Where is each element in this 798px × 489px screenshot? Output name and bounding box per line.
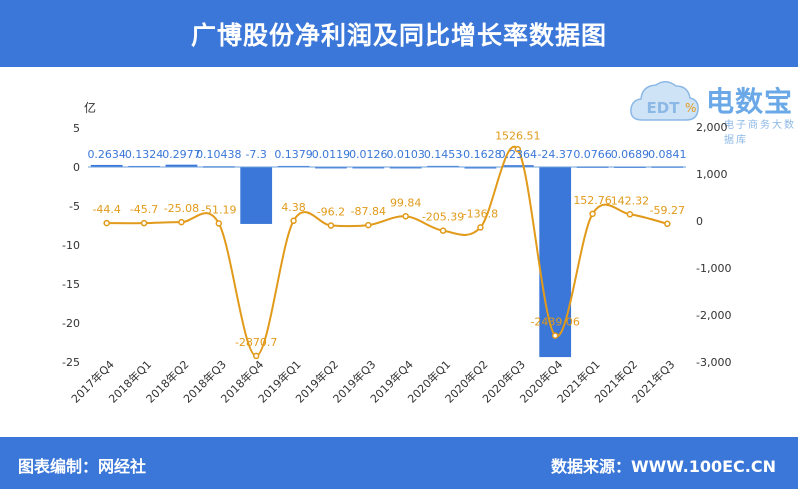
right-axis-tick: -2,000: [696, 309, 731, 322]
bar: [165, 164, 198, 167]
line-value-label: -45.7: [130, 203, 158, 216]
line-point: [589, 210, 596, 218]
line-value-label: -96.2: [317, 206, 345, 219]
line-value-label: 142.32: [611, 194, 650, 207]
bar-value-label: 0.0689: [611, 148, 650, 161]
logo-mark: EDT: [647, 99, 681, 117]
line-point: [252, 352, 260, 360]
footer-source: 数据来源：WWW.100EC.CN: [550, 457, 776, 476]
line-value-label: 99.84: [390, 196, 422, 209]
line-point: [402, 213, 409, 220]
page-title: 广博股份净利润及同比增长率数据图: [190, 20, 607, 50]
left-axis-tick: -10: [62, 239, 80, 252]
line-point: [290, 217, 297, 225]
line-point: [178, 218, 185, 226]
line-value-label: -59.27: [650, 204, 685, 217]
bar: [315, 166, 347, 169]
line-value-label: -2439.06: [530, 316, 579, 329]
right-axis-tick: 2,000: [696, 121, 728, 134]
footer-credit: 图表编制：网经社: [18, 457, 147, 476]
cloud-logo-icon: EDT: [630, 81, 699, 121]
line-point: [477, 224, 484, 231]
bar-value-label: 0.1379: [274, 148, 313, 161]
bar-value-label: 0.2977: [162, 148, 201, 161]
bar-value-label: 0.0766: [573, 148, 612, 161]
left-axis-tick: -20: [62, 317, 80, 330]
bar: [464, 167, 497, 169]
line-value-label: -87.84: [351, 205, 386, 218]
bar-value-label: 0.0119: [312, 148, 351, 161]
line-point: [215, 220, 223, 227]
line-value-label: -51.19: [201, 203, 236, 216]
bar-value-label: 0.0103: [386, 148, 425, 161]
growth-rate-line: [106, 145, 668, 357]
left-axis-tick: -25: [62, 356, 80, 369]
left-axis-tick: 5: [73, 122, 80, 135]
line-value-label: 1526.51: [495, 129, 541, 142]
line-value-label: -2870.7: [235, 336, 277, 349]
combo-chart: 亿 % 5 0 -5 -10 -15 -20 -25 2,000 1,000 0 -1,000 -2…: [62, 100, 731, 406]
left-axis-title: 亿: [84, 100, 96, 115]
line-point: [551, 332, 559, 339]
right-axis-title: %: [685, 101, 696, 115]
bar: [389, 166, 422, 169]
bar-value-label: -7.3: [245, 148, 266, 161]
right-axis-tick: -3,000: [696, 356, 731, 369]
bar: [352, 166, 385, 169]
bar: [240, 167, 273, 224]
bar-value-label: 0.1453: [424, 148, 463, 161]
bar: [90, 164, 123, 167]
bar-value-label: 0.2364: [499, 148, 538, 161]
line-value-label: -25.08: [164, 202, 199, 215]
line-point: [439, 227, 447, 234]
line-value-label: -136.8: [463, 207, 498, 220]
line-point: [626, 211, 634, 218]
bar-value-label: -24.37: [537, 148, 572, 161]
bar: [539, 167, 572, 358]
line-point: [365, 221, 372, 229]
logo-subtitle: 电子商务大数据库: [724, 120, 796, 146]
right-axis-tick: -1,000: [696, 262, 731, 275]
line-point: [140, 219, 148, 227]
line-value-label: 4.38: [281, 201, 306, 214]
line-value-label: -44.4: [92, 203, 120, 216]
right-axis-tick: 0: [696, 215, 703, 228]
bar-value-label: -0.1628: [459, 148, 501, 161]
left-axis-tick: -15: [62, 278, 80, 291]
bar-value-label: 0.0126: [349, 148, 388, 161]
logo: EDT 电数宝 电子商务大数据库: [628, 76, 798, 146]
bar-value-label: 0.10438: [196, 148, 242, 161]
right-axis-tick: 1,000: [696, 168, 728, 181]
bar-value-label: 0.0841: [648, 148, 687, 161]
line-value-label: -205.39: [422, 211, 464, 224]
line-point: [664, 220, 671, 228]
left-axis-tick: 0: [73, 161, 80, 174]
bar-value-label: 0.1324: [125, 148, 164, 161]
line-point: [327, 222, 335, 229]
line-value-label: 152.76: [573, 194, 612, 207]
left-axis-tick: -5: [69, 200, 80, 213]
footer-bar: 图表编制：网经社 数据来源：WWW.100EC.CN: [0, 437, 798, 489]
title-bar: 广博股份净利润及同比增长率数据图: [0, 0, 798, 67]
bar: [501, 165, 534, 167]
bar-value-label: 0.2634: [87, 148, 126, 161]
line-point: [514, 146, 522, 153]
logo-name: 电数宝: [706, 85, 794, 118]
line-point: [103, 219, 110, 227]
